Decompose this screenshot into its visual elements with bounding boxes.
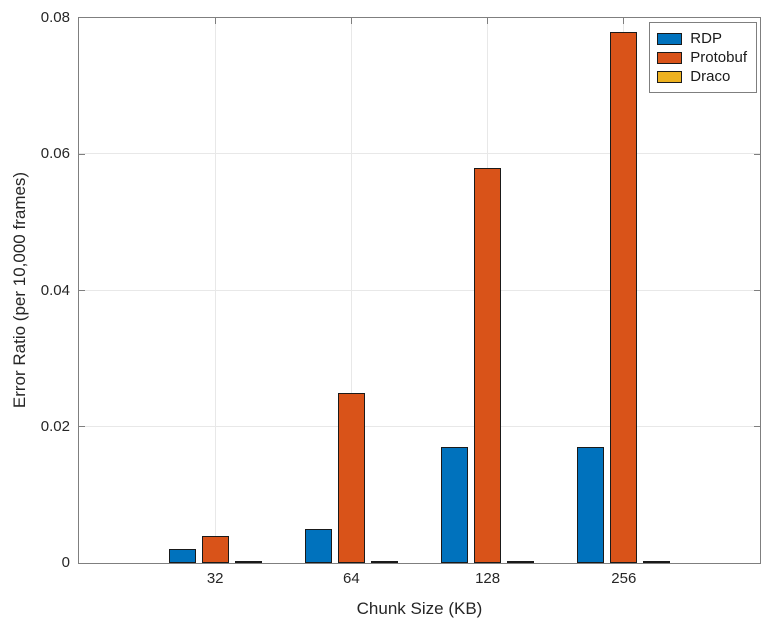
legend-swatch-protobuf (657, 51, 683, 64)
bar-rdp-128 (441, 447, 469, 563)
bar-rdp-256 (577, 447, 605, 563)
bar-rdp-64 (304, 528, 332, 563)
gridline-horizontal (79, 289, 760, 291)
y-tick-mark-right (754, 290, 760, 291)
x-tick-mark-top (350, 18, 352, 24)
legend-label: Draco (690, 68, 731, 85)
y-tick-label: 0 (61, 554, 70, 571)
legend-label: RDP (690, 30, 722, 47)
bar-rdp-32 (168, 549, 196, 563)
x-axis-label: Chunk Size (KB) (356, 599, 483, 618)
plot-area: RDP Protobuf Draco (78, 17, 761, 564)
gridline-vertical (214, 18, 216, 563)
legend-label: Protobuf (690, 49, 747, 66)
y-tick-label: 0.04 (40, 281, 70, 299)
x-tick-label: 128 (475, 570, 501, 587)
x-tick-mark-top (487, 18, 489, 24)
legend-swatch-rdp (657, 32, 683, 45)
x-tick-label: 256 (611, 570, 637, 587)
bar-protobuf-64 (337, 392, 365, 563)
x-tick-label: 32 (206, 570, 224, 587)
legend-item-draco: Draco (657, 68, 747, 85)
y-tick-mark-left (79, 153, 85, 155)
bar-protobuf-256 (610, 31, 638, 563)
bar-draco-32 (234, 561, 262, 563)
bar-draco-64 (370, 561, 398, 563)
legend: RDP Protobuf Draco (649, 22, 757, 93)
y-tick-label: 0.06 (40, 145, 70, 163)
x-tick-mark-top (623, 18, 625, 24)
x-tick-label: 64 (343, 570, 360, 587)
gridline-horizontal (79, 425, 760, 427)
bar-draco-128 (507, 561, 535, 563)
y-tick-label: 0.02 (40, 417, 70, 435)
y-tick-label: 0.08 (40, 9, 70, 26)
gridline-horizontal (79, 153, 760, 155)
legend-item-rdp: RDP (657, 30, 747, 47)
y-tick-mark-left (79, 290, 85, 291)
legend-item-protobuf: Protobuf (657, 49, 747, 66)
y-tick-mark-right (754, 426, 760, 428)
y-tick-mark-right (754, 153, 760, 155)
bar-protobuf-128 (474, 167, 502, 563)
gridline-vertical (350, 18, 352, 563)
legend-swatch-draco (657, 70, 683, 83)
y-tick-mark-left (79, 426, 85, 428)
x-tick-mark-top (214, 18, 216, 24)
bar-draco-256 (643, 561, 671, 563)
bar-protobuf-32 (201, 535, 229, 563)
